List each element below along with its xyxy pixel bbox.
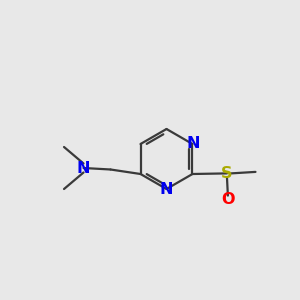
Text: N: N [77, 160, 90, 175]
Text: N: N [159, 182, 173, 197]
Text: S: S [221, 166, 233, 181]
Text: N: N [186, 136, 200, 151]
Text: O: O [221, 192, 235, 207]
